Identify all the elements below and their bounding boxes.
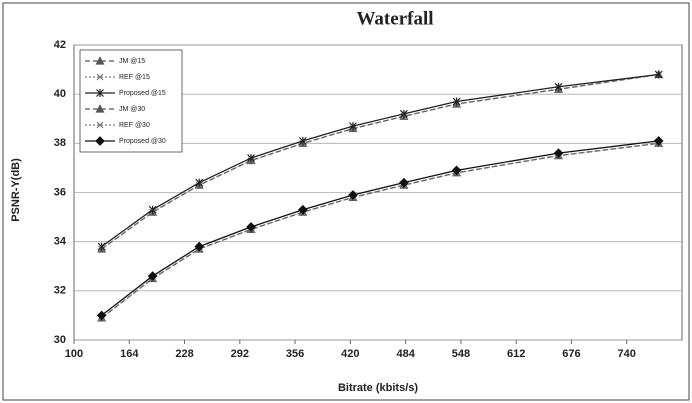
y-tick-label: 40: [54, 88, 66, 100]
data-point: [399, 109, 408, 118]
data-point: [399, 177, 409, 188]
x-tick-label: 228: [175, 348, 193, 360]
x-tick-label: 100: [65, 348, 83, 360]
y-tick-label: 36: [54, 186, 66, 198]
data-point: [298, 136, 307, 145]
data-point: [147, 271, 158, 281]
data-point: [654, 70, 663, 79]
legend-marker: [96, 121, 104, 129]
data-point: [348, 190, 358, 200]
data-point: [246, 222, 256, 232]
data-point: [653, 136, 664, 146]
series-line: [101, 73, 659, 248]
legend-box: [79, 49, 183, 153]
data-point: [451, 165, 462, 176]
legend-marker: [96, 89, 104, 97]
x-tick-label: 356: [286, 348, 304, 360]
legend-marker: [95, 104, 105, 113]
y-tick-label: 42: [54, 39, 66, 51]
legend-label: Proposed @15: [119, 90, 166, 97]
series-line: [101, 142, 659, 319]
chart-title: Waterfall: [356, 8, 433, 29]
legend-label: Proposed @30: [119, 138, 166, 145]
data-point: [553, 148, 564, 159]
legend-label: JM @15: [119, 58, 145, 65]
y-tick-label: 34: [54, 236, 67, 248]
x-tick-label: 740: [618, 348, 636, 360]
legend-marker: [95, 56, 105, 65]
x-axis-label: Bitrate (kbits/s): [338, 382, 418, 394]
series-line: [101, 73, 659, 250]
data-point: [97, 242, 106, 251]
legend-marker: [96, 73, 104, 81]
data-point: [349, 122, 357, 131]
y-tick-label: 32: [54, 285, 66, 297]
legend-label: REF @30: [119, 122, 150, 129]
y-axis-label: PSNR-Y(dB): [10, 158, 22, 222]
legend-marker: [95, 136, 105, 146]
data-point: [554, 82, 563, 91]
legend-label: REF @15: [119, 74, 150, 81]
x-tick-label: 676: [562, 348, 580, 360]
x-tick-label: 548: [452, 348, 470, 360]
x-tick-label: 612: [507, 348, 525, 360]
x-tick-label: 420: [341, 348, 359, 360]
legend-label: JM @30: [119, 106, 145, 113]
y-tick-label: 38: [54, 137, 66, 149]
x-tick-label: 292: [231, 348, 249, 360]
data-point: [195, 178, 204, 187]
x-tick-label: 484: [396, 348, 415, 360]
data-point: [96, 310, 107, 321]
x-tick-label: 164: [120, 348, 139, 360]
series-line: [101, 140, 659, 316]
data-point: [452, 97, 461, 106]
data-point: [194, 241, 205, 252]
data-point: [247, 154, 255, 163]
data-point: [298, 204, 308, 215]
data-point: [148, 205, 157, 214]
y-tick-label: 30: [54, 334, 66, 346]
